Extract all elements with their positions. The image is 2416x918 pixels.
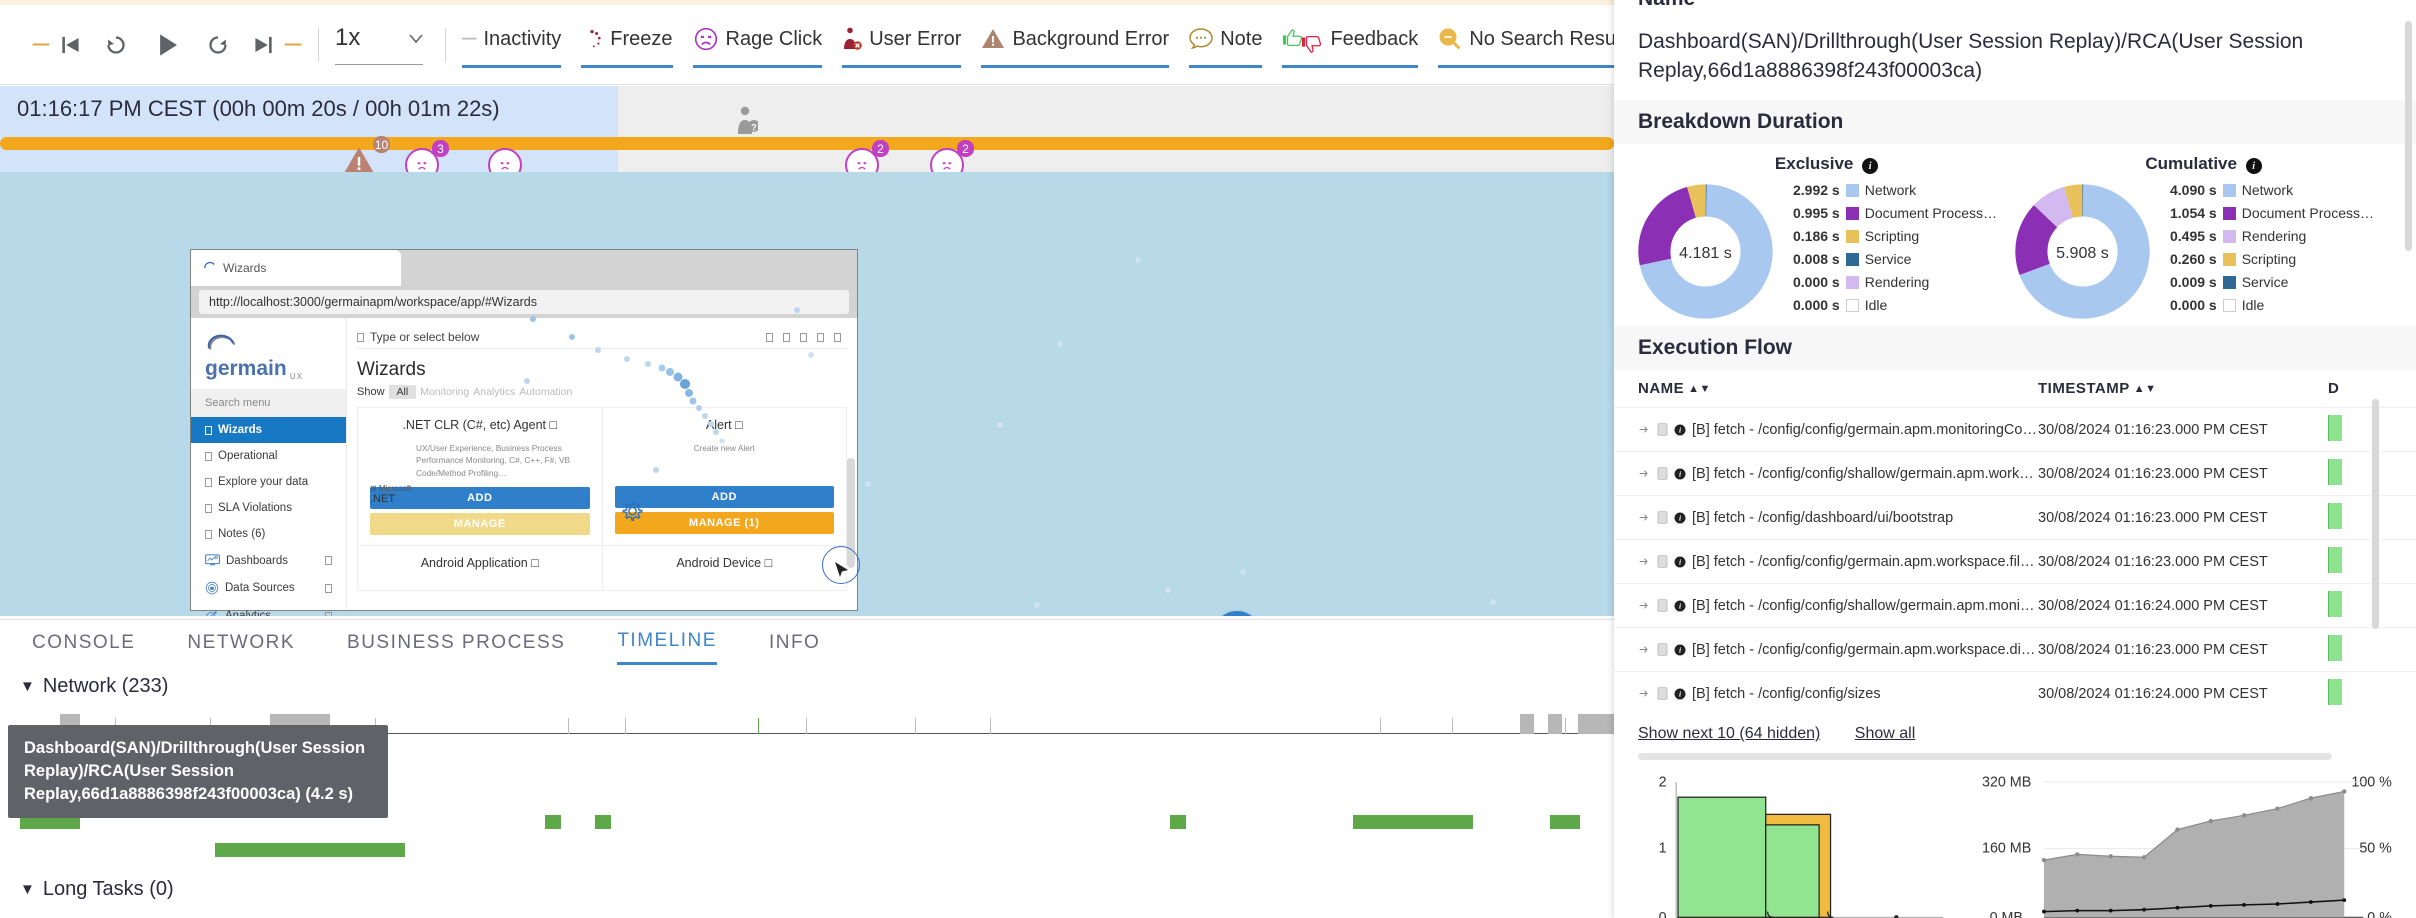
svg-text:160 MB: 160 MB [1982,841,2031,857]
svg-text:0: 0 [1659,910,1667,918]
svg-text:0 MB: 0 MB [1990,910,2023,918]
svg-text:?: ? [751,123,757,133]
svg-text:4.181 s: 4.181 s [1679,244,1732,262]
svg-text:320 MB: 320 MB [1982,775,2031,791]
svg-text:100 %: 100 % [2352,775,2393,791]
svg-text:50 %: 50 % [2359,841,2392,857]
svg-text:1: 1 [1659,841,1667,857]
svg-text:0 %: 0 % [2367,910,2392,918]
svg-text:2: 2 [1659,775,1667,791]
svg-text:5.908 s: 5.908 s [2056,244,2109,262]
